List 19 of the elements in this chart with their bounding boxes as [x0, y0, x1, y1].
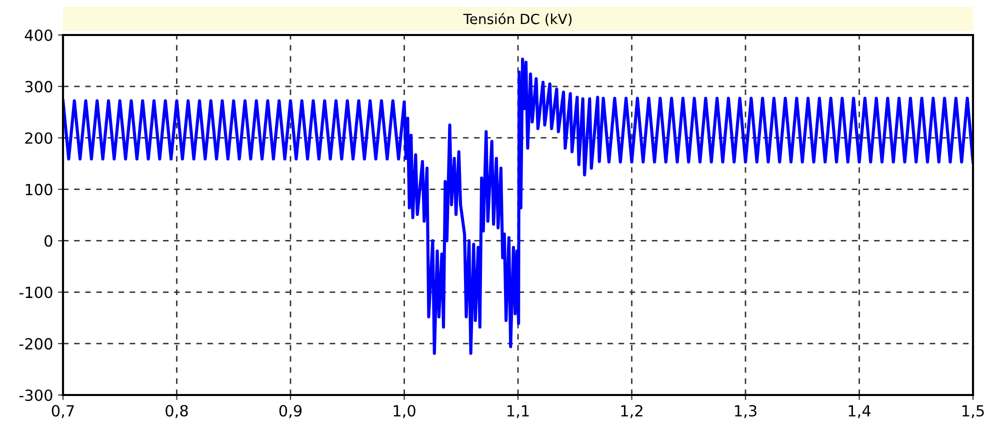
x-tick-label: 1,3: [735, 404, 756, 418]
y-tick-label: -200: [19, 338, 52, 350]
y-tick-label: 100: [26, 184, 52, 196]
y-tick-label: -100: [19, 286, 52, 298]
y-tick-label: 200: [25, 132, 52, 144]
x-tick-label: 1,2: [621, 404, 642, 418]
chart-title: Tensión DC (kV): [463, 12, 572, 26]
line-series: [63, 58, 973, 355]
x-tick-label: 1,1: [508, 405, 529, 418]
x-tick-label: 0,9: [279, 404, 302, 418]
y-tick-label: 400: [24, 29, 52, 42]
y-tick-label: -300: [19, 389, 52, 402]
y-tick-label: 0: [44, 235, 52, 247]
x-tick-label: 1,5: [962, 405, 984, 418]
x-tick-label: 1,4: [848, 405, 871, 418]
x-tick-label: 1,0: [394, 404, 416, 418]
x-tick-label: 0,8: [166, 404, 188, 418]
y-tick-label: 300: [25, 80, 52, 92]
x-tick-label: 0,7: [52, 404, 74, 418]
